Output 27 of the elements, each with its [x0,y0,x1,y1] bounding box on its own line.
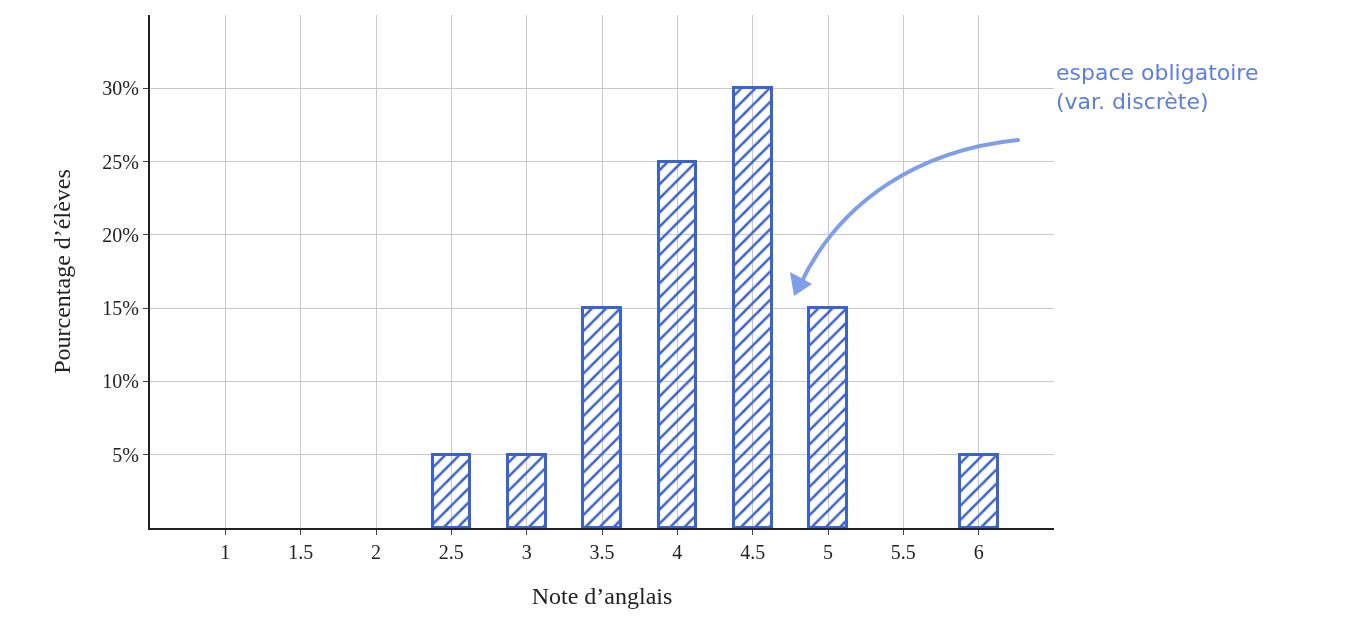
bar [657,160,697,528]
x-tick-label: 2.5 [438,541,464,563]
bar [431,453,471,528]
x-tick-label: 4.5 [740,541,766,563]
y-tick-label: 5% [112,443,139,466]
x-tick-label: 1 [220,541,231,563]
x-tick-label: 2 [371,541,381,563]
x-tick-label: 4 [672,541,683,563]
x-tick-label: 5.5 [890,541,916,563]
y-tick-label: 15% [102,297,139,320]
bar [958,453,999,528]
x-tick-label: 1.5 [288,541,314,563]
x-tick-label: 6 [973,541,984,563]
bar [581,306,622,528]
bar [506,453,547,528]
y-tick-label: 20% [102,223,139,246]
x-tick-label: 5 [823,541,833,563]
y-tick-label: 10% [102,370,139,393]
y-tick-label: 30% [102,77,139,100]
text: espace obligatoire (var. discrète) [1056,60,1259,114]
y-tick-label: 25% [102,150,139,173]
x-tick-label: 3.5 [589,541,615,563]
x-axis-title: Note d’anglais [531,582,673,609]
bar [807,306,848,528]
y-axis-title: Pourcentage d’élèves [48,169,75,374]
x-tick-label: 3 [521,541,532,563]
bar [732,86,773,528]
